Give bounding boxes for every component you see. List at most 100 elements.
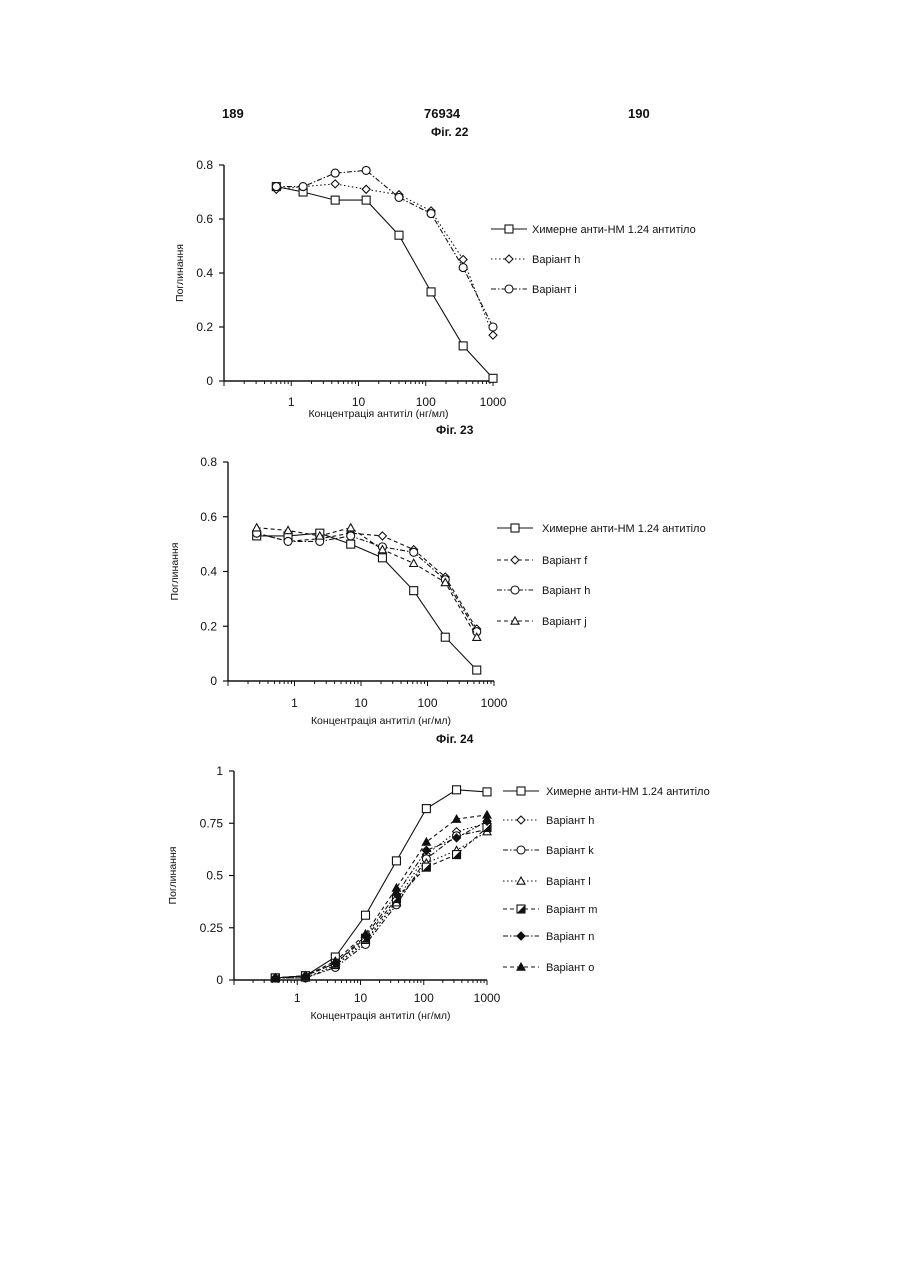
y-axis-label: Поглинання (174, 244, 186, 302)
data-point (378, 554, 386, 562)
x-tick-label: 1 (291, 696, 298, 710)
data-point (378, 532, 386, 540)
legend-marker (505, 285, 513, 293)
legend-marker (511, 556, 519, 564)
data-point (362, 185, 370, 193)
data-point (489, 331, 497, 339)
data-point (395, 193, 403, 201)
y-tick-label: 0 (206, 374, 213, 388)
legend-label: Варіант o (546, 962, 594, 974)
data-point (362, 196, 370, 204)
data-point (347, 524, 355, 531)
y-axis-label: Поглинання (167, 847, 179, 905)
data-point (410, 548, 418, 556)
data-point (422, 838, 430, 845)
legend-marker (517, 787, 525, 795)
data-point (483, 811, 491, 818)
legend-marker (505, 255, 513, 263)
data-point (331, 180, 339, 188)
y-tick-label: 0.75 (200, 816, 224, 830)
legend-marker (505, 225, 513, 233)
legend-marker (511, 586, 519, 594)
data-point (489, 374, 497, 382)
data-point (441, 633, 449, 641)
data-point (410, 559, 418, 566)
legend-label: Варіант n (546, 931, 594, 943)
y-tick-label: 0.25 (200, 921, 224, 935)
data-point (362, 930, 370, 937)
series-line-6 (275, 821, 487, 978)
data-point (331, 196, 339, 204)
y-tick-label: 0.2 (200, 619, 217, 633)
data-point (362, 911, 370, 919)
data-point (459, 264, 467, 272)
chart-23: 0 0.2 0.4 0.6 0.8 1 10 100 1000 Концентрація анти… (169, 455, 706, 727)
x-axis-label: Концентрація антитіл (нг/мл) (311, 715, 451, 727)
x-tick-label: 1 (294, 991, 301, 1005)
x-tick-label: 1000 (481, 696, 508, 710)
x-tick-label: 100 (416, 395, 436, 409)
data-point (392, 857, 400, 865)
data-point (427, 210, 435, 218)
legend-label: Варіант k (546, 845, 594, 857)
legend-label: Химерне анти-НМ 1.24 антитіло (546, 786, 710, 798)
legend-marker (517, 816, 525, 824)
y-tick-label: 1 (216, 764, 223, 778)
y-axis-label: Поглинання (169, 543, 181, 601)
chart-24: 0 0.25 0.5 0.75 1 1 10 100 1000 Концентрація анти… (167, 764, 710, 1022)
data-point (473, 666, 481, 674)
x-tick-label: 100 (417, 696, 437, 710)
data-point (422, 805, 430, 813)
legend-label: Варіант h (542, 585, 590, 597)
x-axis-label: Концентрація антитіл (нг/мл) (308, 408, 448, 420)
data-point (299, 183, 307, 191)
legend-label: Варіант h (546, 815, 594, 827)
legend-label: Химерне анти-НМ 1.24 антитіло (532, 224, 696, 236)
legend-marker (517, 846, 525, 854)
y-tick-label: 0 (216, 973, 223, 987)
legend-label: Варіант m (546, 904, 597, 916)
x-tick-label: 100 (414, 991, 434, 1005)
series-line-2 (275, 823, 487, 978)
data-point (272, 183, 280, 191)
data-point (392, 884, 400, 891)
y-tick-label: 0.5 (206, 869, 223, 883)
data-point (483, 788, 491, 796)
y-tick-label: 0.4 (200, 565, 217, 579)
legend-label: Варіант h (532, 254, 580, 266)
legend-label: Варіант i (532, 284, 577, 296)
x-tick-label: 1000 (480, 395, 507, 409)
x-tick-label: 10 (354, 991, 368, 1005)
legend-label: Варіант l (546, 876, 591, 888)
data-point (489, 323, 497, 331)
data-point (410, 587, 418, 595)
y-tick-label: 0 (210, 674, 217, 688)
legend-marker (511, 524, 519, 532)
data-point (284, 537, 292, 545)
data-point (395, 231, 403, 239)
y-tick-label: 0.8 (196, 158, 213, 172)
y-tick-label: 0.2 (196, 320, 213, 334)
data-point (347, 532, 355, 540)
data-point (347, 540, 355, 548)
x-axis-label: Концентрація антитіл (нг/мл) (310, 1010, 450, 1022)
x-tick-label: 1 (288, 395, 295, 409)
data-point (453, 786, 461, 794)
y-tick-label: 0.8 (200, 455, 217, 469)
data-point (459, 342, 467, 350)
data-point (427, 288, 435, 296)
x-tick-label: 1000 (474, 991, 501, 1005)
legend-marker (517, 932, 525, 940)
data-point (331, 169, 339, 177)
x-tick-label: 10 (352, 395, 366, 409)
chart-22: 00.20.40.60.81101001000Концентрація анти… (174, 158, 696, 420)
y-tick-label: 0.6 (200, 510, 217, 524)
y-tick-label: 0.4 (196, 266, 213, 280)
series-line-1 (257, 533, 477, 670)
data-point (362, 166, 370, 174)
data-point (253, 524, 261, 531)
x-tick-label: 10 (354, 696, 368, 710)
legend-label: Варіант f (542, 555, 588, 567)
legend-label: Варіант j (542, 616, 587, 628)
